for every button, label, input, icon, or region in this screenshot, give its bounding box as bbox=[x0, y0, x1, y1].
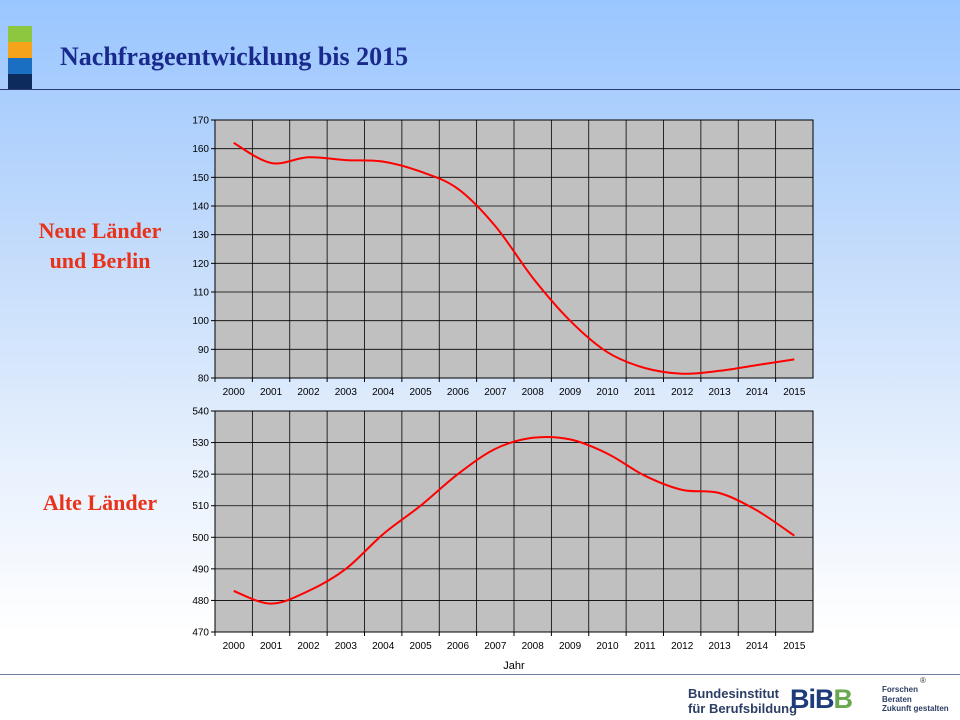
top-chart-ytick-label: 80 bbox=[198, 374, 210, 385]
bottom-chart-ytick-label: 510 bbox=[192, 501, 209, 512]
slogan-line3: Zukunft gestalten bbox=[882, 704, 949, 713]
top-chart-ytick-label: 140 bbox=[192, 202, 209, 213]
bottom-chart-xtick-label: 2014 bbox=[746, 641, 769, 652]
top-chart-ytick-label: 130 bbox=[192, 230, 209, 241]
top-chart-ytick-label: 90 bbox=[198, 345, 210, 356]
logo-institute-name: Bundesinstitut für Berufsbildung bbox=[688, 686, 797, 716]
label-neue-laender-line1: Neue Länder bbox=[38, 218, 162, 243]
bottom-chart-xtick-label: 2004 bbox=[372, 641, 395, 652]
top-chart-xtick-label: 2005 bbox=[409, 387, 432, 398]
bottom-chart-xtick-label: 2005 bbox=[409, 641, 432, 652]
bottom-chart-xtick-label: 2010 bbox=[596, 641, 619, 652]
top-chart-xtick-label: 2013 bbox=[708, 387, 731, 398]
bottom-chart-ytick-label: 540 bbox=[192, 407, 209, 418]
logo-slogan: Forschen Beraten Zukunft gestalten bbox=[882, 685, 949, 714]
bottom-chart-xtick-label: 2008 bbox=[522, 641, 545, 652]
bottom-chart-xtick-label: 2007 bbox=[484, 641, 507, 652]
top-chart-ytick-label: 170 bbox=[192, 116, 209, 127]
bottom-chart-xtick-label: 2013 bbox=[708, 641, 731, 652]
top-chart-xtick-label: 2002 bbox=[297, 387, 320, 398]
top-chart-ytick-label: 100 bbox=[192, 316, 209, 327]
top-chart-xtick-label: 2015 bbox=[783, 387, 806, 398]
top-chart-ytick-label: 120 bbox=[192, 259, 209, 270]
top-chart-xtick-label: 2007 bbox=[484, 387, 507, 398]
top-chart-series-line bbox=[233, 142, 795, 375]
logo-line1: Bundesinstitut bbox=[688, 686, 779, 701]
bottom-chart-ytick-label: 490 bbox=[192, 564, 209, 575]
top-chart-ytick-label: 110 bbox=[193, 288, 209, 299]
chart-alte-laender: 470 480 490 500 510 520 530 540 2000 2001 2002 2003… bbox=[192, 407, 814, 672]
top-chart-ytick-label: 150 bbox=[192, 173, 209, 184]
top-chart-xtick-label: 2008 bbox=[522, 387, 545, 398]
bottom-chart-ytick-label: 480 bbox=[192, 596, 209, 607]
top-chart-xtick-label: 2000 bbox=[223, 387, 246, 398]
bottom-chart-xtick-label: 2009 bbox=[559, 641, 582, 652]
label-alte-laender: Alte Länder bbox=[42, 490, 158, 515]
logo-line2: für Berufsbildung bbox=[688, 701, 798, 716]
bottom-chart-xtick-label: 2015 bbox=[783, 641, 806, 652]
top-chart-xtick-label: 2011 bbox=[634, 387, 656, 398]
slide-title: Nachfrageentwicklung bis 2015 bbox=[60, 42, 409, 71]
registered-mark: ® bbox=[920, 676, 926, 685]
bottom-chart-xtick-label: 2000 bbox=[223, 641, 246, 652]
bottom-chart-ytick-label: 520 bbox=[192, 470, 209, 481]
top-chart-xtick-label: 2009 bbox=[559, 387, 582, 398]
bottom-chart-xtick-label: 2001 bbox=[260, 641, 283, 652]
label-neue-laender-line2: und Berlin bbox=[49, 248, 151, 273]
top-chart-ytick-label: 160 bbox=[192, 144, 209, 155]
bottom-chart-xtick-label: 2012 bbox=[671, 641, 694, 652]
top-chart-xtick-label: 2006 bbox=[447, 387, 470, 398]
accent-stripe-blue bbox=[8, 58, 32, 74]
top-chart-xtick-label: 2003 bbox=[335, 387, 358, 398]
bottom-chart-xaxis-label: Jahr bbox=[503, 660, 525, 672]
logo-mark: BiBB bbox=[790, 684, 853, 714]
top-chart-xtick-label: 2012 bbox=[671, 387, 694, 398]
accent-color-bar bbox=[8, 26, 32, 90]
logo-mark-b: B bbox=[833, 684, 853, 714]
slogan-line2: Beraten bbox=[882, 694, 912, 704]
bottom-chart-xtick-label: 2002 bbox=[297, 641, 320, 652]
accent-stripe-navy bbox=[8, 74, 32, 90]
slogan-line1: Forschen bbox=[882, 685, 919, 694]
bottom-chart-ytick-label: 530 bbox=[192, 438, 209, 449]
bottom-chart-ytick-label: 500 bbox=[192, 533, 209, 544]
bottom-chart-xtick-label: 2006 bbox=[447, 641, 470, 652]
bottom-chart-xtick-label: 2011 bbox=[634, 641, 656, 652]
label-neue-laender: Neue Länder und Berlin bbox=[20, 216, 180, 276]
title-divider bbox=[0, 89, 960, 90]
logo-mark-a: BiB bbox=[790, 684, 834, 714]
bibb-logo: Bundesinstitut für Berufsbildung BiBB Fo… bbox=[688, 684, 950, 716]
bottom-chart-xtick-label: 2003 bbox=[335, 641, 358, 652]
chart-neue-laender: 80 90 100 110 120 130 140 150 160 170 2000 2001 2002… bbox=[192, 116, 814, 398]
accent-stripe-green bbox=[8, 26, 32, 42]
footer-divider bbox=[0, 674, 960, 675]
top-chart-xtick-label: 2004 bbox=[372, 387, 395, 398]
bottom-chart-series-line bbox=[233, 435, 795, 605]
accent-stripe-orange bbox=[8, 42, 32, 58]
top-chart-xtick-label: 2014 bbox=[746, 387, 769, 398]
bottom-chart-ytick-label: 470 bbox=[192, 628, 209, 639]
top-chart-xtick-label: 2010 bbox=[596, 387, 619, 398]
top-chart-xtick-label: 2001 bbox=[260, 387, 283, 398]
